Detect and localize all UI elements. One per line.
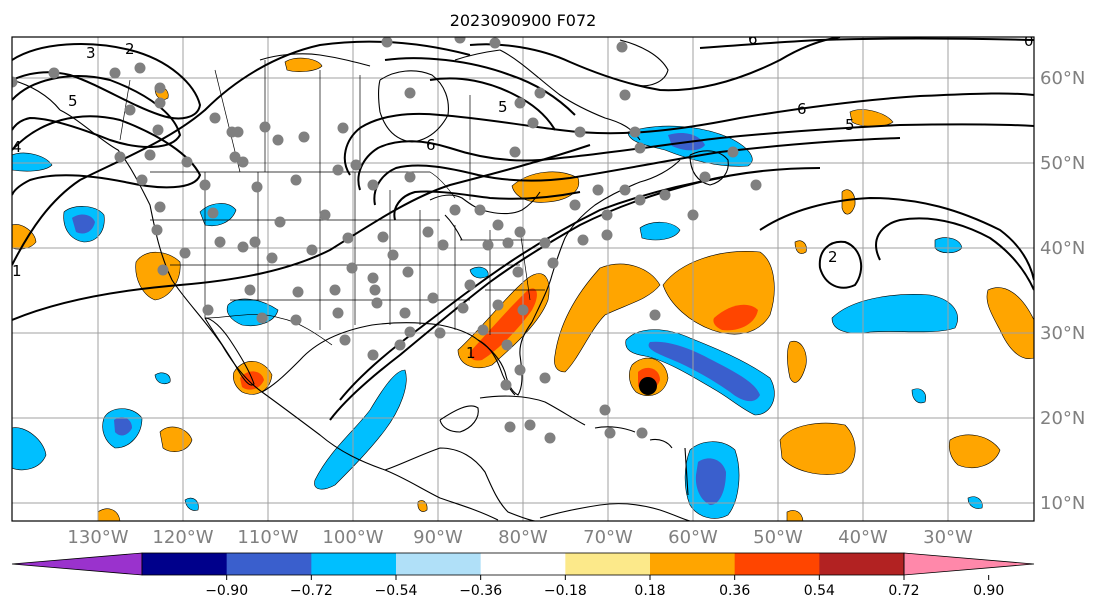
longitude-labels: 130°W 120°W 110°W 100°W 90°W 80°W 70°W 6… bbox=[67, 527, 973, 548]
contour-label: 5 bbox=[68, 92, 78, 110]
colorbar-segment bbox=[142, 553, 228, 575]
colorbar-tick-label: 0.36 bbox=[719, 583, 750, 599]
positive-anomaly-region bbox=[159, 426, 193, 453]
latitude-label: 10°N bbox=[1040, 493, 1085, 514]
positive-anomaly-region bbox=[786, 510, 804, 521]
negative-anomaly-region bbox=[12, 427, 47, 471]
longitude-label: 60°W bbox=[668, 527, 718, 548]
negative-anomaly-region bbox=[648, 341, 760, 402]
colorbar-segment bbox=[734, 553, 820, 575]
latitude-label: 40°N bbox=[1040, 238, 1085, 259]
positive-anomaly-region bbox=[948, 434, 1001, 469]
colorbar-segment bbox=[480, 553, 566, 575]
colorbar-tick-label: 0.72 bbox=[888, 583, 919, 599]
map-frame bbox=[11, 36, 1035, 522]
positive-anomaly-region bbox=[554, 263, 661, 373]
positive-anomaly-region bbox=[240, 371, 264, 390]
contour-label: 6 bbox=[426, 136, 436, 154]
colorbar-extension-low bbox=[11, 552, 143, 576]
negative-anomaly-region bbox=[469, 266, 489, 279]
contour-label: 2 bbox=[828, 248, 838, 266]
colorbar-tick-label: −0.54 bbox=[375, 583, 418, 599]
contour-label: 3 bbox=[86, 44, 96, 62]
longitude-label: 90°W bbox=[413, 527, 463, 548]
storm-center-marker bbox=[639, 377, 657, 395]
contour-label: 4 bbox=[12, 138, 22, 156]
colorbar-segment bbox=[311, 553, 397, 575]
graticule bbox=[12, 37, 1034, 521]
colorbar-segment bbox=[396, 553, 482, 575]
negative-anomaly-region bbox=[114, 417, 132, 436]
station-markers bbox=[12, 37, 762, 444]
positive-anomaly-region bbox=[849, 109, 894, 127]
colorbar-segment bbox=[226, 553, 312, 575]
colorbar-tick-label: −0.72 bbox=[290, 583, 333, 599]
longitude-label: 130°W bbox=[67, 527, 128, 548]
positive-anomaly-region bbox=[986, 287, 1034, 359]
colorbar: −0.90 −0.72 −0.54 −0.36 −0.18 0.18 0.36 0.54 0.7… bbox=[11, 552, 1035, 599]
positive-anomaly-region bbox=[787, 340, 807, 383]
negative-anomaly-region bbox=[184, 497, 199, 511]
contour-label: 1 bbox=[466, 344, 476, 362]
anomaly-shading bbox=[12, 57, 1034, 521]
longitude-label: 30°W bbox=[923, 527, 973, 548]
longitude-label: 40°W bbox=[838, 527, 888, 548]
longitude-label: 50°W bbox=[753, 527, 803, 548]
colorbar-segment bbox=[565, 553, 651, 575]
positive-anomaly-region bbox=[841, 189, 856, 215]
contour-label: 5 bbox=[845, 116, 855, 134]
latitude-label: 60°N bbox=[1040, 68, 1085, 89]
contour-label: 1 bbox=[12, 262, 22, 280]
contour-label: 2 bbox=[125, 40, 135, 58]
latitude-label: 30°N bbox=[1040, 323, 1085, 344]
map-area: 3 2 5 4 1 5 6 6 5 2 1 6 0 bbox=[12, 30, 1034, 521]
negative-anomaly-region bbox=[154, 372, 171, 385]
negative-anomaly-region bbox=[314, 369, 407, 490]
contour-labels: 3 2 5 4 1 5 6 6 5 2 1 6 0 bbox=[12, 30, 1034, 362]
longitude-label: 80°W bbox=[498, 527, 548, 548]
negative-anomaly-region bbox=[911, 388, 926, 404]
map-title: 2023090900 F072 bbox=[450, 11, 597, 30]
positive-anomaly-region bbox=[12, 224, 37, 250]
longitude-label: 120°W bbox=[152, 527, 213, 548]
political-borders bbox=[119, 60, 550, 346]
colorbar-tick-label: −0.18 bbox=[544, 583, 587, 599]
colorbar-segment bbox=[650, 553, 736, 575]
positive-anomaly-region bbox=[713, 304, 758, 331]
negative-anomaly-region bbox=[695, 458, 726, 505]
negative-anomaly-region bbox=[639, 221, 681, 241]
colorbar-segment bbox=[819, 553, 905, 575]
negative-anomaly-region bbox=[12, 152, 53, 172]
positive-anomaly-region bbox=[284, 57, 323, 72]
colorbar-tick-label: −0.36 bbox=[459, 583, 502, 599]
latitude-label: 20°N bbox=[1040, 408, 1085, 429]
colorbar-tick-label: 0.18 bbox=[634, 583, 665, 599]
negative-anomaly-region bbox=[72, 214, 95, 234]
latitude-label: 50°N bbox=[1040, 153, 1085, 174]
positive-anomaly-region bbox=[779, 422, 856, 475]
positive-anomaly-region bbox=[97, 508, 121, 521]
positive-anomaly-region bbox=[794, 240, 807, 254]
contour-label: 0 bbox=[1024, 32, 1034, 50]
latitude-labels: 60°N 50°N 40°N 30°N 20°N 10°N bbox=[1040, 68, 1085, 514]
longitude-label: 110°W bbox=[237, 527, 298, 548]
contour-label: 5 bbox=[498, 98, 508, 116]
contour-label: 6 bbox=[748, 30, 758, 48]
colorbar-extension-high bbox=[903, 552, 1035, 576]
colorbar-frame bbox=[141, 552, 905, 576]
longitude-label: 100°W bbox=[322, 527, 383, 548]
colorbar-tick-label: 0.54 bbox=[804, 583, 835, 599]
colorbar-tick-label: −0.90 bbox=[205, 583, 248, 599]
longitude-label: 70°W bbox=[583, 527, 633, 548]
colorbar-tick-label: 0.90 bbox=[973, 583, 1004, 599]
contour-label: 6 bbox=[797, 100, 807, 118]
